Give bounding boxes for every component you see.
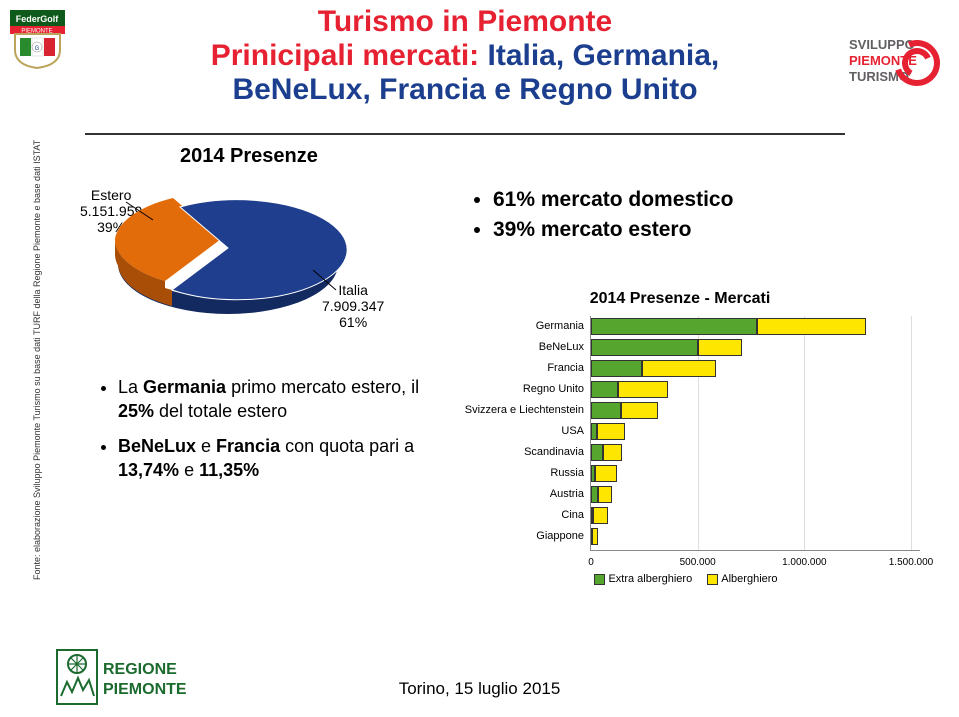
bar-segment-extra <box>591 486 598 503</box>
svg-text:G: G <box>35 46 40 52</box>
bar-category-label: USA <box>440 421 590 442</box>
bar-category-label: Scandinavia <box>440 442 590 463</box>
bar-category-label: Regno Unito <box>440 379 590 400</box>
bar-category-label: Giappone <box>440 526 590 547</box>
barchart-plot-area: 0500.0001.000.0001.500.000 <box>590 316 920 551</box>
barchart-body: GermaniaBeNeLuxFranciaRegno UnitoSvizzer… <box>440 316 920 551</box>
bar-segment-alb <box>698 339 743 356</box>
pie-chart <box>108 180 353 325</box>
bar-segment-alb <box>642 360 716 377</box>
bullet: 61% mercato domestico <box>493 185 733 215</box>
bar-segment-alb <box>603 444 622 461</box>
bar-segment-alb <box>757 318 866 335</box>
federgolf-logo: FederGolf PIEMONTE G <box>10 10 65 70</box>
bar-category-label: Austria <box>440 484 590 505</box>
bar-segment-alb <box>618 381 668 398</box>
bar-segment-extra <box>591 318 757 335</box>
source-caption: Fonte: elaborazione Sviluppo Piemonte Tu… <box>32 160 42 580</box>
bar-segment-extra <box>591 381 618 398</box>
detail-bullets: La Germania primo mercato estero, il 25%… <box>100 375 420 492</box>
legend-swatch-extra <box>594 574 605 585</box>
barchart-category-labels: GermaniaBeNeLuxFranciaRegno UnitoSvizzer… <box>440 316 590 551</box>
bar-category-label: Francia <box>440 358 590 379</box>
xtick-label: 1.500.000 <box>889 557 934 568</box>
bar-segment-alb <box>621 402 658 419</box>
bar-segment-alb <box>593 507 608 524</box>
barchart-title: 2014 Presenze - Mercati <box>440 290 920 308</box>
bullet: BeNeLux e Francia con quota pari a 13,74… <box>118 434 420 483</box>
bar-category-label: Russia <box>440 463 590 484</box>
bar-category-label: BeNeLux <box>440 337 590 358</box>
bar-segment-alb <box>597 423 625 440</box>
bar-category-label: Cina <box>440 505 590 526</box>
pie-label-italia: Italia 7.909.347 61% <box>322 282 384 330</box>
title-underline <box>85 133 845 135</box>
title-line1: Turismo in Piemonte <box>135 5 795 39</box>
svg-text:REGIONE: REGIONE <box>103 661 177 678</box>
svg-text:FederGolf: FederGolf <box>16 14 60 24</box>
bar-segment-alb <box>595 465 616 482</box>
bar-segment-alb <box>598 486 612 503</box>
bar-chart: 2014 Presenze - Mercati GermaniaBeNeLuxF… <box>440 290 920 590</box>
bullet: La Germania primo mercato estero, il 25%… <box>118 375 420 424</box>
summary-bullets: 61% mercato domestico 39% mercato estero <box>475 185 733 246</box>
pie-title: 2014 Presenze <box>180 145 318 168</box>
bar-segment-extra <box>591 339 698 356</box>
bar-category-label: Svizzera e Liechtenstein <box>440 400 590 421</box>
bar-segment-alb <box>592 528 598 545</box>
sviluppo-piemonte-logo: SVILUPPO PIEMONTE TURISMO <box>849 35 954 110</box>
page-title: Turismo in Piemonte Prinicipali mercati:… <box>135 5 795 107</box>
legend-label: Alberghiero <box>721 573 777 585</box>
header: FederGolf PIEMONTE G Turismo in Piemonte… <box>0 5 959 135</box>
bullet: 39% mercato estero <box>493 215 733 245</box>
bar-category-label: Germania <box>440 316 590 337</box>
logo-text: SVILUPPO <box>849 37 915 52</box>
xtick-label: 500.000 <box>680 557 716 568</box>
title-line3: BeNeLux, Francia e Regno Unito <box>135 73 795 107</box>
regione-piemonte-logo: REGIONE PIEMONTE <box>55 642 205 712</box>
bar-segment-extra <box>591 444 603 461</box>
barchart-legend: Extra alberghiero Alberghiero <box>440 573 920 585</box>
bar-segment-extra <box>591 402 621 419</box>
legend-swatch-alb <box>707 574 718 585</box>
xtick-label: 0 <box>588 557 594 568</box>
xtick-label: 1.000.000 <box>782 557 827 568</box>
bar-segment-extra <box>591 360 642 377</box>
legend-label: Extra alberghiero <box>608 573 692 585</box>
footer-date: Torino, 15 luglio 2015 <box>0 679 959 699</box>
title-line2: Prinicipali mercati: Italia, Germania, <box>135 39 795 73</box>
